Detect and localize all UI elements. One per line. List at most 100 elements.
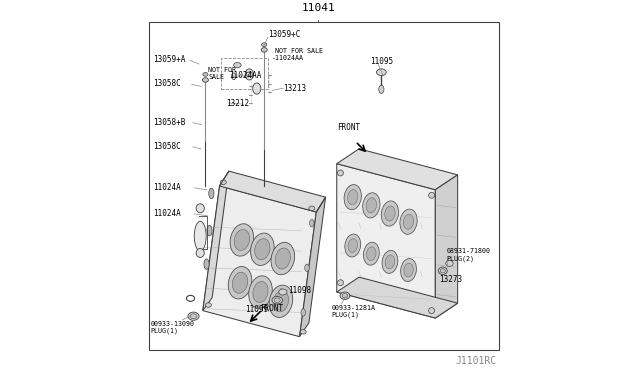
- Ellipse shape: [401, 259, 417, 282]
- Text: 11095: 11095: [370, 57, 394, 65]
- Ellipse shape: [196, 204, 204, 213]
- Ellipse shape: [232, 272, 248, 293]
- Bar: [149, 22, 499, 350]
- Ellipse shape: [403, 214, 413, 229]
- Ellipse shape: [196, 248, 204, 257]
- Text: 11024A: 11024A: [154, 209, 181, 218]
- Ellipse shape: [253, 282, 268, 302]
- Text: 13273: 13273: [439, 275, 462, 284]
- Ellipse shape: [190, 314, 197, 318]
- Ellipse shape: [246, 72, 253, 77]
- Polygon shape: [435, 175, 458, 318]
- Ellipse shape: [272, 296, 282, 304]
- Ellipse shape: [253, 83, 261, 94]
- Polygon shape: [203, 171, 229, 311]
- Text: 13212: 13212: [226, 99, 249, 108]
- Ellipse shape: [305, 264, 309, 272]
- Text: 11098: 11098: [287, 286, 311, 295]
- Text: NOT FOR SALE: NOT FOR SALE: [275, 48, 323, 54]
- Polygon shape: [220, 171, 326, 212]
- Ellipse shape: [438, 267, 447, 275]
- Text: 13213: 13213: [284, 84, 307, 93]
- Ellipse shape: [429, 192, 435, 198]
- Ellipse shape: [445, 260, 453, 266]
- Text: 13059+C: 13059+C: [268, 30, 300, 39]
- Ellipse shape: [230, 224, 253, 256]
- Polygon shape: [203, 186, 316, 337]
- Text: 13059+A: 13059+A: [154, 55, 186, 64]
- Text: 11024A: 11024A: [154, 183, 181, 192]
- Ellipse shape: [345, 234, 360, 257]
- Ellipse shape: [379, 85, 384, 93]
- Ellipse shape: [250, 233, 274, 266]
- Ellipse shape: [400, 209, 417, 234]
- Ellipse shape: [429, 308, 435, 314]
- Ellipse shape: [188, 312, 199, 320]
- Polygon shape: [337, 149, 458, 190]
- Text: J1101RC: J1101RC: [456, 356, 497, 366]
- Ellipse shape: [207, 225, 212, 236]
- Ellipse shape: [363, 193, 380, 218]
- Ellipse shape: [245, 69, 253, 80]
- Ellipse shape: [342, 294, 348, 298]
- Ellipse shape: [348, 238, 358, 253]
- Ellipse shape: [261, 48, 267, 52]
- Text: 08931-71800
PLUG(2): 08931-71800 PLUG(2): [447, 248, 490, 262]
- Ellipse shape: [234, 62, 241, 68]
- Ellipse shape: [344, 185, 362, 210]
- Ellipse shape: [271, 242, 294, 275]
- Ellipse shape: [202, 78, 209, 82]
- Ellipse shape: [440, 269, 445, 273]
- Ellipse shape: [220, 180, 227, 185]
- Ellipse shape: [348, 190, 358, 205]
- Ellipse shape: [300, 330, 306, 334]
- Ellipse shape: [301, 309, 305, 316]
- Text: FRONT: FRONT: [337, 123, 360, 132]
- Text: FRONT: FRONT: [260, 304, 284, 313]
- Ellipse shape: [310, 219, 314, 227]
- Text: 13058+B: 13058+B: [154, 118, 186, 126]
- Ellipse shape: [204, 259, 209, 269]
- Ellipse shape: [249, 276, 272, 308]
- Ellipse shape: [381, 201, 399, 226]
- Ellipse shape: [234, 230, 250, 250]
- Ellipse shape: [255, 239, 270, 260]
- Ellipse shape: [195, 221, 206, 251]
- Ellipse shape: [364, 242, 380, 265]
- Ellipse shape: [385, 255, 395, 269]
- Ellipse shape: [385, 206, 395, 221]
- Ellipse shape: [367, 247, 376, 261]
- Text: 11024AA: 11024AA: [229, 71, 262, 80]
- Ellipse shape: [278, 289, 287, 295]
- Ellipse shape: [275, 298, 280, 302]
- Ellipse shape: [337, 170, 344, 176]
- Text: 13058C: 13058C: [154, 142, 181, 151]
- Ellipse shape: [209, 188, 214, 199]
- Text: 00933-13090
PLUG(1): 00933-13090 PLUG(1): [151, 321, 195, 334]
- Ellipse shape: [376, 69, 386, 76]
- Text: 00933-1281A
PLUG(1): 00933-1281A PLUG(1): [331, 305, 375, 318]
- Ellipse shape: [309, 206, 315, 211]
- Ellipse shape: [203, 73, 208, 76]
- Text: -11024AA: -11024AA: [271, 55, 303, 61]
- Ellipse shape: [404, 263, 413, 277]
- Ellipse shape: [340, 292, 349, 299]
- Ellipse shape: [269, 285, 292, 318]
- Text: 11041: 11041: [301, 3, 335, 13]
- Ellipse shape: [366, 198, 376, 213]
- Text: 11099: 11099: [245, 305, 268, 314]
- Ellipse shape: [337, 280, 344, 286]
- Polygon shape: [300, 197, 326, 337]
- Polygon shape: [337, 277, 458, 318]
- Ellipse shape: [232, 73, 236, 80]
- Text: 13058C: 13058C: [154, 79, 181, 88]
- Ellipse shape: [382, 250, 398, 273]
- Ellipse shape: [273, 291, 289, 312]
- Ellipse shape: [262, 43, 267, 46]
- Text: NOT FOR
SALE: NOT FOR SALE: [209, 67, 236, 80]
- Ellipse shape: [228, 266, 252, 299]
- Ellipse shape: [275, 248, 291, 269]
- Ellipse shape: [205, 303, 211, 307]
- Polygon shape: [337, 164, 435, 318]
- Bar: [221, 58, 268, 89]
